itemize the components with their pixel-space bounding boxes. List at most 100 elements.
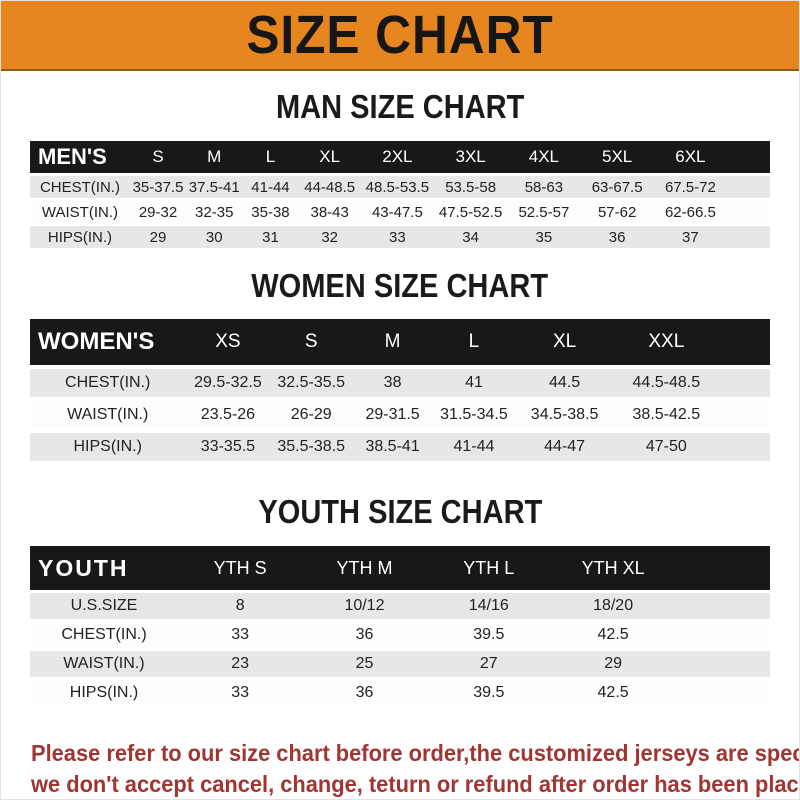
- size-cell: 36: [355, 684, 374, 701]
- table-row: CHEST(IN.) 33 36 39.5 42.5: [30, 622, 770, 648]
- column-header: XXL: [648, 331, 685, 352]
- order-note-line-2: we don't accept cancel, change, teturn o…: [31, 771, 800, 797]
- women-section-heading-text: WOMEN SIZE CHART: [251, 267, 549, 304]
- size-cell: 26-29: [290, 406, 332, 423]
- men-size-table: MEN'S S M L XL 2XL 3XL 4XL 5XL 6XL CHEST(IN.) 35-37…: [30, 141, 770, 248]
- size-cell: 47-50: [645, 438, 687, 455]
- size-cell: 37.5-41: [188, 178, 240, 196]
- man-section-heading-text: MAN SIZE CHART: [275, 88, 525, 125]
- size-cell: 47.5-52.5: [438, 203, 503, 221]
- row-label: CHEST(IN.): [65, 374, 151, 391]
- size-cell: 29: [604, 655, 622, 672]
- table-row: HIPS(IN.) 33-35.5 35.5-38.5 38.5-41 41-44 44-…: [30, 433, 770, 461]
- column-header: S: [152, 147, 164, 166]
- table-row: HIPS(IN.) 33 36 39.5 42.5: [30, 680, 770, 706]
- row-label: WAIST(IN.): [67, 406, 149, 423]
- size-cell: 44-47: [544, 438, 586, 455]
- size-cell: 44.5: [549, 374, 581, 391]
- table-header-label: MEN'S: [38, 144, 107, 169]
- row-label: WAIST(IN.): [41, 203, 118, 221]
- size-cell: 42.5: [597, 684, 629, 701]
- size-cell: 23.5-26: [200, 406, 256, 423]
- banner-title: SIZE CHART: [246, 5, 554, 65]
- table-header-row: MEN'S S M L XL 2XL 3XL 4XL 5XL 6XL: [30, 141, 770, 173]
- column-header: S: [304, 331, 318, 352]
- size-cell: 8: [235, 597, 245, 614]
- size-cell: 23: [231, 655, 250, 672]
- size-cell: 41-44: [251, 178, 290, 196]
- size-cell: 14/16: [468, 597, 509, 614]
- size-cell: 27: [479, 655, 498, 672]
- banner: SIZE CHART: [1, 1, 799, 71]
- table-header-row: WOMEN'S XS S M L XL XXL: [30, 319, 770, 365]
- row-label: HIPS(IN.): [47, 228, 113, 246]
- row-label: HIPS(IN.): [69, 684, 139, 701]
- man-section-heading: MAN SIZE CHART: [1, 88, 799, 125]
- size-cell: 58-63: [524, 178, 564, 196]
- size-cell: 29-31.5: [365, 406, 420, 423]
- size-cell: 48.5-53.5: [365, 178, 430, 196]
- size-cell: 53.5-58: [445, 178, 497, 196]
- size-cell: 34.5-38.5: [530, 406, 599, 423]
- women-size-table: WOMEN'S XS S M L XL XXL CHEST(IN.) 29.5-32.5 32.5…: [30, 319, 770, 461]
- size-cell: 30: [205, 228, 223, 246]
- table-header-row: YOUTH YTH S YTH M YTH L YTH XL: [30, 546, 770, 590]
- column-header: L: [265, 147, 276, 166]
- row-label: HIPS(IN.): [73, 438, 142, 455]
- column-header: YTH L: [463, 557, 515, 578]
- size-cell: 39.5: [473, 626, 505, 643]
- size-cell: 43-47.5: [371, 203, 423, 221]
- size-cell: 52.5-57: [518, 203, 570, 221]
- size-cell: 67.5-72: [664, 178, 716, 196]
- size-cell: 35-37.5: [132, 178, 184, 196]
- column-header: 2XL: [382, 147, 413, 166]
- size-cell: 32: [321, 228, 339, 246]
- size-cell: 35: [535, 228, 553, 246]
- youth-section-heading-text: YOUTH SIZE CHART: [258, 493, 542, 530]
- size-cell: 37: [682, 228, 699, 246]
- size-cell: 31: [262, 228, 279, 246]
- youth-size-table: YOUTH YTH S YTH M YTH L YTH XL U.S.SIZE 8 10/12…: [30, 546, 770, 706]
- size-cell: 38: [383, 374, 402, 391]
- column-header: 5XL: [602, 147, 633, 166]
- size-cell: 35.5-38.5: [277, 438, 345, 455]
- size-cell: 63-67.5: [591, 178, 643, 196]
- size-cell: 25: [355, 655, 374, 672]
- size-cell: 41-44: [453, 438, 495, 455]
- column-header: 4XL: [528, 147, 559, 166]
- size-cell: 39.5: [473, 684, 505, 701]
- size-cell: 32-35: [195, 203, 234, 221]
- size-cell: 10/12: [344, 597, 385, 614]
- size-cell: 57-62: [597, 203, 637, 221]
- table-row: CHEST(IN.) 35-37.5 37.5-41 41-44 44-48.5 48.5…: [30, 176, 770, 198]
- row-label: WAIST(IN.): [63, 655, 145, 672]
- column-header: 3XL: [455, 147, 486, 166]
- size-cell: 42.5: [597, 626, 629, 643]
- table-row: CHEST(IN.) 29.5-32.5 32.5-35.5 38 41 44.5 44.5…: [30, 369, 770, 397]
- row-label: CHEST(IN.): [39, 178, 120, 196]
- size-cell: 29.5-32.5: [194, 374, 262, 391]
- table-header-label: WOMEN'S: [38, 328, 155, 355]
- size-cell: 36: [608, 228, 626, 246]
- size-cell: 29-32: [138, 203, 178, 221]
- youth-section-heading: YOUTH SIZE CHART: [1, 493, 799, 530]
- size-cell: 38.5-41: [365, 438, 420, 455]
- size-cell: 18/20: [593, 597, 634, 614]
- size-cell: 31.5-34.5: [440, 406, 508, 423]
- column-header: YTH M: [336, 557, 393, 578]
- column-header: XL: [319, 147, 341, 166]
- column-header: YTH S: [213, 557, 267, 578]
- size-cell: 32.5-35.5: [277, 374, 345, 391]
- column-header: L: [468, 331, 480, 352]
- row-label: CHEST(IN.): [61, 626, 147, 643]
- size-cell: 44.5-48.5: [632, 374, 701, 391]
- table-row: WAIST(IN.) 23 25 27 29: [30, 651, 770, 677]
- size-cell: 38.5-42.5: [632, 406, 701, 423]
- table-row: WAIST(IN.) 29-32 32-35 35-38 38-43 43-47.5 47.…: [30, 201, 770, 223]
- column-header: XS: [215, 331, 241, 352]
- size-cell: 44-48.5: [304, 178, 356, 196]
- size-cell: 62-66.5: [664, 203, 716, 221]
- row-label: U.S.SIZE: [70, 597, 138, 614]
- column-header: M: [384, 331, 401, 352]
